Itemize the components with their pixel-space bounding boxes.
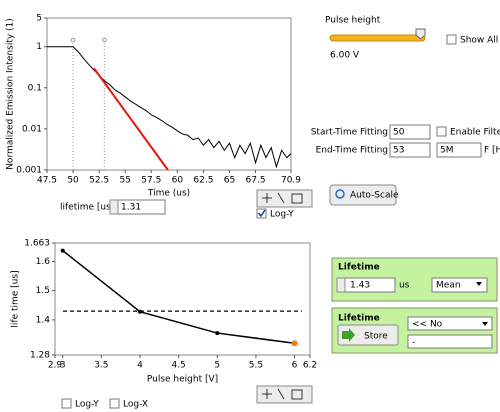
unit: us xyxy=(399,281,410,291)
label: Log-Y xyxy=(270,210,294,220)
x-tick-label: 57.5 xyxy=(141,176,161,186)
dropdown[interactable] xyxy=(407,316,493,331)
button-label: Auto-Scale xyxy=(350,191,399,201)
x-tick-label: 5 xyxy=(214,361,220,371)
x-tick-label: 5.5 xyxy=(249,361,263,371)
plot-area xyxy=(46,17,292,171)
data-line xyxy=(62,250,295,345)
y-tick-label: 1.6 xyxy=(36,257,51,267)
data-line xyxy=(47,46,292,169)
value: - xyxy=(412,338,415,348)
button[interactable] xyxy=(329,184,397,206)
checkmark xyxy=(257,209,266,218)
slider-thumb[interactable] xyxy=(415,28,426,40)
checkbox[interactable] xyxy=(256,208,267,219)
x-tick-label: 52.5 xyxy=(89,176,109,186)
x-tick-label: 50 xyxy=(67,176,79,186)
x-tick-label: 62.5 xyxy=(193,176,213,186)
spinner[interactable] xyxy=(336,277,346,293)
slider[interactable] xyxy=(329,34,426,42)
checkbox[interactable] xyxy=(109,398,120,409)
value: 6.00 V xyxy=(330,51,360,61)
y-tick-label: 0.001 xyxy=(16,166,42,176)
value: Mean xyxy=(436,281,461,291)
x-tick-label: 3.5 xyxy=(94,361,108,371)
data-point xyxy=(138,309,142,314)
x-tick-label: 70.9 xyxy=(281,176,301,186)
data-point xyxy=(215,331,220,336)
label: Pulse height xyxy=(325,16,381,26)
arrow xyxy=(482,322,488,326)
label: F [Hz] xyxy=(484,146,500,156)
x-tick-label: 3 xyxy=(60,361,66,371)
label: lifetime [us] xyxy=(60,203,114,213)
spinner[interactable] xyxy=(109,199,119,215)
value: 1.43 xyxy=(350,281,370,291)
cursor-handle xyxy=(70,37,76,43)
dropdown[interactable] xyxy=(431,277,488,293)
icon xyxy=(335,189,345,199)
label: End-Time Fitting xyxy=(316,146,388,156)
y-tick-label: 1.4 xyxy=(36,315,51,325)
y-tick-label: 5 xyxy=(36,14,42,24)
data-line xyxy=(93,67,169,171)
plot-area xyxy=(54,242,311,356)
checkbox[interactable] xyxy=(436,126,447,137)
label: Start-Time Fitting xyxy=(311,128,388,138)
panel-title: Lifetime xyxy=(338,263,380,273)
y-axis-label: life time [us] xyxy=(11,270,21,327)
checkbox[interactable] xyxy=(446,34,457,45)
data-point xyxy=(60,248,65,253)
value: << No xyxy=(412,320,443,330)
x-tick-label: 6.2 xyxy=(303,361,317,371)
x-tick-label: 47.5 xyxy=(37,176,57,186)
y-axis-label: Normalized Emission Intensity (1) xyxy=(6,18,16,170)
value: 53 xyxy=(393,146,404,156)
label: Log-Y xyxy=(75,400,99,410)
value: 50 xyxy=(393,128,405,138)
checkbox[interactable] xyxy=(61,398,72,409)
text-field[interactable] xyxy=(407,334,493,349)
x-tick-label: 55 xyxy=(119,176,130,186)
label: Show All xyxy=(460,36,498,46)
input[interactable] xyxy=(389,142,431,158)
input[interactable] xyxy=(436,142,482,158)
x-tick-label: 2.9 xyxy=(48,361,63,371)
y-tick-label: 1.28 xyxy=(30,351,50,361)
x-tick-label: 4 xyxy=(137,361,143,371)
x-tick-label: 6 xyxy=(292,361,298,371)
y-tick-label: 1.5 xyxy=(36,286,50,296)
x-axis-label: Pulse height [V] xyxy=(147,375,218,385)
y-tick-label: 1.663 xyxy=(24,239,50,249)
icon xyxy=(342,328,355,342)
x-tick-label: 4.5 xyxy=(171,361,185,371)
value: 1.31 xyxy=(121,203,141,213)
arrow xyxy=(476,282,482,286)
x-tick-label: 60 xyxy=(172,176,184,186)
label: Log-X xyxy=(123,400,148,410)
value: 5M xyxy=(440,146,454,156)
y-tick-label: 1 xyxy=(36,42,42,52)
panel-title: Lifetime xyxy=(338,314,380,324)
y-tick-label: 0.01 xyxy=(22,124,42,134)
data-point xyxy=(291,340,298,347)
x-tick-label: 67.5 xyxy=(246,176,266,186)
x-tick-label: 65 xyxy=(224,176,235,186)
cursor-handle xyxy=(102,37,107,43)
label: Enable Filter xyxy=(450,128,500,138)
button[interactable] xyxy=(337,324,399,346)
x-axis-label: Time (us) xyxy=(147,189,190,199)
button-label: Store xyxy=(364,332,388,342)
input[interactable] xyxy=(389,124,431,140)
y-tick-label: 0.1 xyxy=(28,83,42,93)
tool-icons xyxy=(262,192,303,204)
tool-icons xyxy=(262,388,303,400)
